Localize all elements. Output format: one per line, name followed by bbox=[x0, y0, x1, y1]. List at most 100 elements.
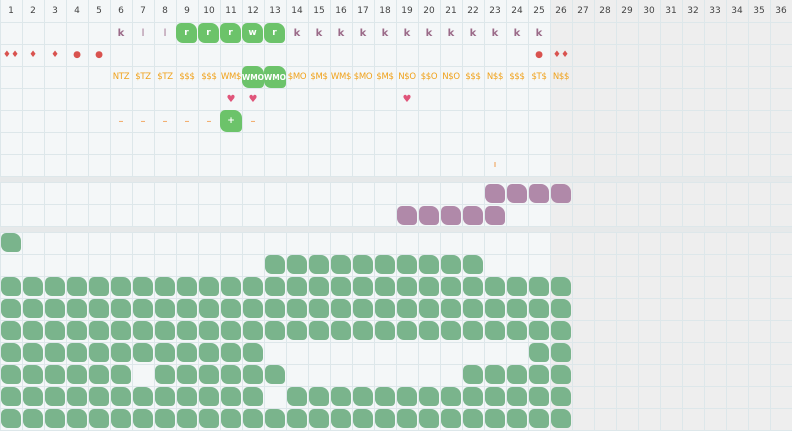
green-block[interactable] bbox=[353, 387, 373, 406]
tag-r[interactable]: r bbox=[220, 23, 241, 43]
green-block[interactable] bbox=[265, 255, 285, 274]
green-block[interactable] bbox=[111, 365, 131, 384]
green-block[interactable] bbox=[243, 299, 263, 318]
column-header-29[interactable]: 29 bbox=[621, 6, 633, 16]
green-block[interactable] bbox=[441, 387, 461, 406]
green-block[interactable] bbox=[133, 299, 153, 318]
tag-k[interactable]: k bbox=[117, 27, 125, 39]
column-header-34[interactable]: 34 bbox=[731, 6, 743, 16]
green-block[interactable] bbox=[331, 321, 351, 340]
column-header-2[interactable]: 2 bbox=[30, 6, 36, 16]
green-block[interactable] bbox=[45, 299, 65, 318]
green-block[interactable] bbox=[353, 277, 373, 296]
green-block[interactable] bbox=[309, 277, 329, 296]
green-block[interactable] bbox=[441, 277, 461, 296]
green-block[interactable] bbox=[551, 365, 571, 384]
green-block[interactable] bbox=[221, 409, 241, 428]
green-block[interactable] bbox=[67, 409, 87, 428]
column-header-21[interactable]: 21 bbox=[445, 6, 457, 16]
green-block[interactable] bbox=[485, 321, 505, 340]
green-block[interactable] bbox=[67, 299, 87, 318]
green-block[interactable] bbox=[243, 409, 263, 428]
green-block[interactable] bbox=[89, 365, 109, 384]
green-block[interactable] bbox=[551, 299, 571, 318]
column-header-15[interactable]: 15 bbox=[313, 6, 325, 16]
green-block[interactable] bbox=[155, 409, 175, 428]
green-block[interactable] bbox=[331, 299, 351, 318]
green-block[interactable] bbox=[155, 343, 175, 362]
green-block[interactable] bbox=[265, 365, 285, 384]
green-block[interactable] bbox=[45, 277, 65, 296]
green-block[interactable] bbox=[287, 299, 307, 318]
green-block[interactable] bbox=[221, 387, 241, 406]
green-block[interactable] bbox=[155, 277, 175, 296]
green-block[interactable] bbox=[45, 343, 65, 362]
green-block[interactable] bbox=[463, 387, 483, 406]
green-block[interactable] bbox=[309, 321, 329, 340]
column-header-1[interactable]: 1 bbox=[8, 6, 14, 16]
green-block[interactable] bbox=[177, 299, 197, 318]
tag-k[interactable]: k bbox=[337, 27, 345, 39]
green-block[interactable] bbox=[221, 321, 241, 340]
column-header-7[interactable]: 7 bbox=[140, 6, 146, 16]
green-block[interactable] bbox=[243, 343, 263, 362]
tag-k[interactable]: k bbox=[447, 27, 455, 39]
green-block[interactable] bbox=[485, 277, 505, 296]
green-block[interactable] bbox=[1, 343, 21, 362]
green-block[interactable] bbox=[485, 387, 505, 406]
money-tag[interactable]: $MO bbox=[287, 72, 307, 82]
tag-k[interactable]: k bbox=[293, 27, 301, 39]
column-header-24[interactable]: 24 bbox=[511, 6, 523, 16]
green-block[interactable] bbox=[441, 409, 461, 428]
green-block[interactable] bbox=[353, 299, 373, 318]
tag-l[interactable]: l bbox=[163, 27, 167, 39]
green-block[interactable] bbox=[1, 233, 21, 252]
green-block[interactable] bbox=[397, 299, 417, 318]
money-tag[interactable]: N$$ bbox=[552, 72, 570, 82]
green-block[interactable] bbox=[243, 365, 263, 384]
green-block[interactable] bbox=[507, 277, 527, 296]
green-block[interactable] bbox=[551, 387, 571, 406]
green-block[interactable] bbox=[199, 409, 219, 428]
green-block[interactable] bbox=[287, 277, 307, 296]
green-block[interactable] bbox=[485, 299, 505, 318]
money-tag[interactable]: WM$ bbox=[330, 72, 352, 82]
tag-k[interactable]: k bbox=[535, 27, 543, 39]
column-header-10[interactable]: 10 bbox=[203, 6, 215, 16]
green-block[interactable] bbox=[463, 277, 483, 296]
column-header-17[interactable]: 17 bbox=[357, 6, 369, 16]
green-block[interactable] bbox=[507, 299, 527, 318]
green-block[interactable] bbox=[199, 387, 219, 406]
green-block[interactable] bbox=[463, 299, 483, 318]
green-block[interactable] bbox=[67, 343, 87, 362]
green-block[interactable] bbox=[23, 277, 43, 296]
green-block[interactable] bbox=[1, 277, 21, 296]
green-block[interactable] bbox=[309, 387, 329, 406]
green-block[interactable] bbox=[507, 409, 527, 428]
green-block[interactable] bbox=[133, 409, 153, 428]
tag-wmo[interactable]: WMO bbox=[242, 66, 264, 88]
green-block[interactable] bbox=[177, 343, 197, 362]
tag-k[interactable]: k bbox=[403, 27, 411, 39]
green-block[interactable] bbox=[177, 365, 197, 384]
green-block[interactable] bbox=[89, 343, 109, 362]
green-block[interactable] bbox=[67, 387, 87, 406]
green-block[interactable] bbox=[243, 277, 263, 296]
green-block[interactable] bbox=[199, 321, 219, 340]
money-tag[interactable]: $TZ bbox=[157, 72, 173, 82]
money-tag[interactable]: $$$ bbox=[179, 72, 195, 82]
green-block[interactable] bbox=[67, 365, 87, 384]
green-block[interactable] bbox=[375, 321, 395, 340]
green-block[interactable] bbox=[529, 409, 549, 428]
green-block[interactable] bbox=[375, 387, 395, 406]
green-block[interactable] bbox=[155, 299, 175, 318]
tag-k[interactable]: k bbox=[381, 27, 389, 39]
green-block[interactable] bbox=[221, 299, 241, 318]
green-block[interactable] bbox=[397, 409, 417, 428]
green-block[interactable] bbox=[309, 409, 329, 428]
green-block[interactable] bbox=[45, 321, 65, 340]
green-block[interactable] bbox=[309, 255, 329, 274]
green-block[interactable] bbox=[397, 321, 417, 340]
green-block[interactable] bbox=[485, 409, 505, 428]
column-header-31[interactable]: 31 bbox=[665, 6, 677, 16]
